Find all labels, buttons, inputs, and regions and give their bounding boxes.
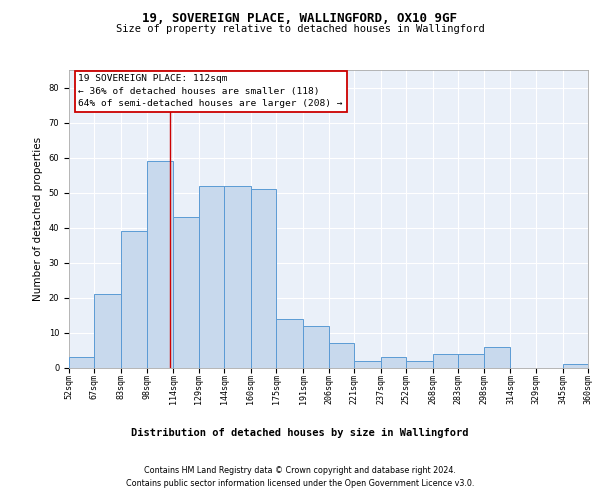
Bar [121,231,146,368]
Bar [276,318,303,368]
Bar [69,357,94,368]
Bar [173,217,199,368]
Bar [433,354,458,368]
Text: 19, SOVEREIGN PLACE, WALLINGFORD, OX10 9GF: 19, SOVEREIGN PLACE, WALLINGFORD, OX10 9… [143,12,458,26]
Bar [224,186,251,368]
Bar [303,326,329,368]
Bar [251,189,276,368]
Bar [146,161,173,368]
Bar [94,294,121,368]
Bar [354,360,381,368]
Bar [381,357,406,368]
Text: Contains HM Land Registry data © Crown copyright and database right 2024.: Contains HM Land Registry data © Crown c… [144,466,456,475]
Text: Size of property relative to detached houses in Wallingford: Size of property relative to detached ho… [116,24,484,34]
Y-axis label: Number of detached properties: Number of detached properties [33,136,43,301]
Bar [563,364,588,368]
Text: 19 SOVEREIGN PLACE: 112sqm
← 36% of detached houses are smaller (118)
64% of sem: 19 SOVEREIGN PLACE: 112sqm ← 36% of deta… [79,74,343,108]
Bar [199,186,224,368]
Bar [329,343,354,367]
Bar [406,360,433,368]
Bar [484,346,511,368]
Text: Contains public sector information licensed under the Open Government Licence v3: Contains public sector information licen… [126,478,474,488]
Text: Distribution of detached houses by size in Wallingford: Distribution of detached houses by size … [131,428,469,438]
Bar [458,354,484,368]
